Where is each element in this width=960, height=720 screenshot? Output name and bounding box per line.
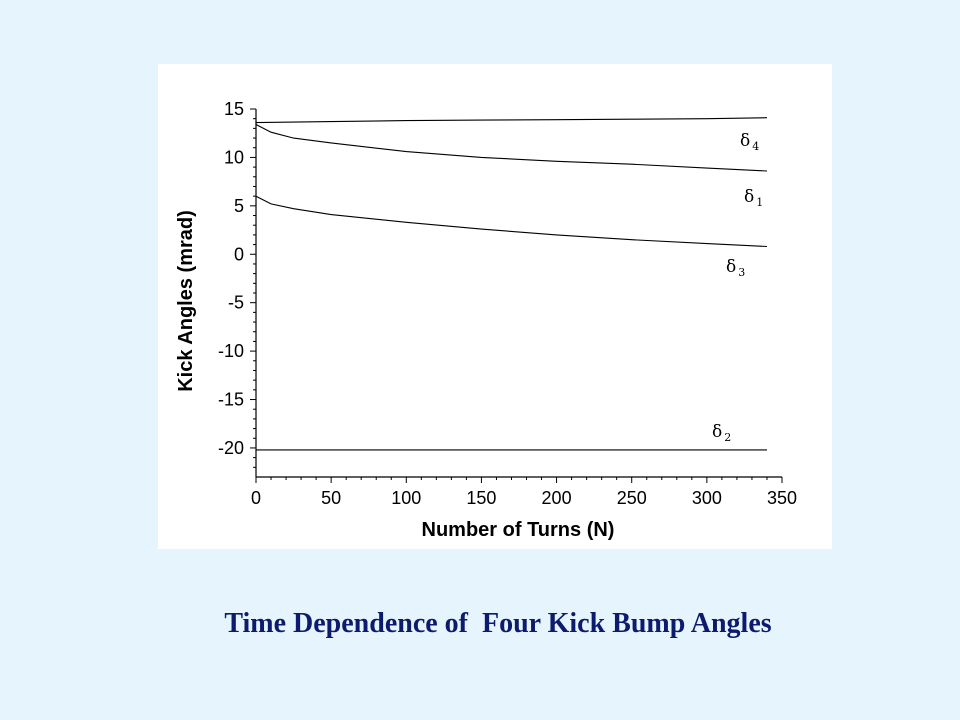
series-line-4 <box>255 117 768 124</box>
x-tick-label: 200 <box>542 488 572 508</box>
series-labels: δ 4 δ 1 δ 3 δ 2 <box>712 131 763 444</box>
y-tick-label: -15 <box>218 390 244 410</box>
figure-caption: Time Dependence of Four Kick Bump Angles <box>224 608 772 639</box>
chart-panel: 15 10 5 0 -5 -10 -15 -20 0 50 100 150 200 250 300 350 δ… <box>158 64 832 549</box>
y-tick-label: -5 <box>228 293 244 313</box>
y-tick-label: 0 <box>234 244 244 264</box>
x-axis-title: Number of Turns (N) <box>422 519 615 541</box>
y-tick-label: -20 <box>218 438 244 458</box>
y-axis-title: Kick Angles (mrad) <box>175 210 197 392</box>
series-line-1 <box>255 120 768 172</box>
y-tick-label: -10 <box>218 341 244 361</box>
series-lines <box>255 117 768 451</box>
y-tick-label: 10 <box>224 147 244 167</box>
x-tick-label: 350 <box>767 488 797 508</box>
x-tick-label: 50 <box>321 488 341 508</box>
x-tick-label: 0 <box>251 488 261 508</box>
x-tick-label: 150 <box>466 488 496 508</box>
x-tick-label: 300 <box>692 488 722 508</box>
y-tick-label: 15 <box>224 99 244 119</box>
y-tick-label: 5 <box>234 196 244 216</box>
x-tick-label: 250 <box>617 488 647 508</box>
series-line-3 <box>255 195 768 248</box>
x-tick-label: 100 <box>391 488 421 508</box>
